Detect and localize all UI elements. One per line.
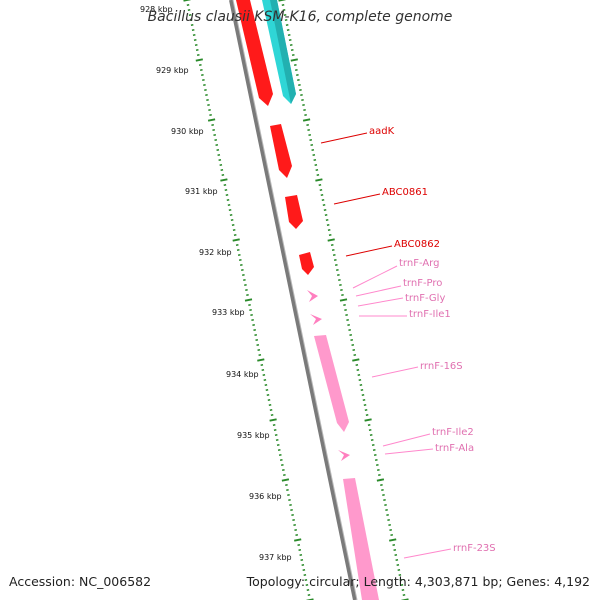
major-tick	[244, 298, 253, 302]
label-connector	[403, 548, 452, 559]
gene-label-trnf-gly[interactable]: trnF-Gly	[405, 293, 445, 304]
gene-label-group: aadK ABC0861 ABC0862 trnF-Arg trnF-Pro t…	[369, 126, 496, 554]
label-connectors	[320, 132, 452, 559]
kbp-label: 937 kbp	[259, 553, 292, 562]
gene-label-aadK[interactable]: aadK	[369, 126, 395, 137]
major-tick	[376, 478, 385, 482]
outer-tick-ring	[278, 0, 409, 600]
label-connector	[355, 285, 402, 297]
major-tick	[339, 298, 348, 302]
red-gene-feature[interactable]	[270, 124, 292, 178]
kbp-label: 936 kbp	[249, 492, 282, 501]
genome-stats-text: Topology: circular; Length: 4,303,871 bp…	[246, 574, 590, 589]
label-connector	[333, 193, 381, 205]
gene-label-rrnf-23s[interactable]: rrnF-23S	[453, 543, 496, 554]
gene-label-trnf-ala[interactable]: trnF-Ala	[435, 443, 474, 454]
gene-label-rrnf-16s[interactable]: rrnF-16S	[420, 361, 463, 372]
major-tick	[290, 58, 298, 62]
major-tick	[364, 418, 372, 422]
trna-arrow[interactable]	[310, 314, 322, 325]
major-tick	[195, 58, 203, 62]
red-gene-feature[interactable]	[236, 0, 273, 106]
label-connector	[384, 448, 434, 455]
major-tick	[327, 238, 335, 242]
major-tick	[269, 418, 277, 422]
accession-text: Accession: NC_006582	[9, 574, 152, 589]
trna-arrow[interactable]	[307, 290, 318, 302]
kbp-label: 929 kbp	[156, 66, 189, 75]
kbp-label: 932 kbp	[199, 248, 232, 257]
gene-label-trnf-ile2[interactable]: trnF-Ile2	[432, 427, 474, 438]
backbone-highlight	[232, 0, 358, 600]
label-connector	[357, 297, 404, 307]
rrna-23s-feature[interactable]	[343, 478, 379, 600]
major-tick	[183, 0, 191, 2]
kbp-label: 933 kbp	[212, 308, 245, 317]
kbp-label-group: 928 kbp 929 kbp 930 kbp 931 kbp 932 kbp …	[140, 5, 292, 562]
major-tick	[352, 358, 360, 362]
major-tick	[389, 538, 397, 542]
major-tick	[232, 238, 240, 242]
major-tick	[281, 478, 290, 482]
cyan-gene-feature-shade	[270, 0, 296, 104]
inner-tick-ring	[183, 0, 314, 600]
genome-backbone	[229, 0, 357, 600]
major-tick	[278, 0, 286, 2]
major-tick	[302, 118, 311, 122]
red-gene-feature[interactable]	[285, 195, 303, 229]
label-connector	[371, 366, 419, 378]
major-tick	[220, 178, 228, 182]
label-connector	[352, 265, 398, 289]
gene-label-trnf-pro[interactable]: trnF-Pro	[403, 278, 442, 289]
gene-label-trnf-arg[interactable]: trnF-Arg	[399, 258, 439, 269]
major-tick	[257, 358, 265, 362]
kbp-label: 930 kbp	[171, 127, 204, 136]
gene-label-trnf-ile1[interactable]: trnF-Ile1	[409, 309, 451, 320]
red-gene-feature[interactable]	[299, 252, 314, 275]
rrna-16s-feature[interactable]	[314, 335, 349, 432]
major-tick	[207, 118, 216, 122]
label-connector	[345, 245, 393, 257]
genome-title: Bacillus clausii KSM-K16, complete genom…	[147, 9, 453, 25]
kbp-label: 935 kbp	[237, 431, 270, 440]
label-connector	[382, 433, 431, 447]
label-connector	[320, 132, 368, 144]
kbp-label: 928 kbp	[140, 5, 173, 14]
gene-label-abc0861[interactable]: ABC0861	[382, 187, 428, 198]
kbp-label: 934 kbp	[226, 370, 259, 379]
gene-label-abc0862[interactable]: ABC0862	[394, 239, 440, 250]
major-tick	[294, 538, 302, 542]
major-tick	[315, 178, 323, 182]
trna-arrow[interactable]	[338, 450, 350, 461]
kbp-label: 931 kbp	[185, 187, 218, 196]
